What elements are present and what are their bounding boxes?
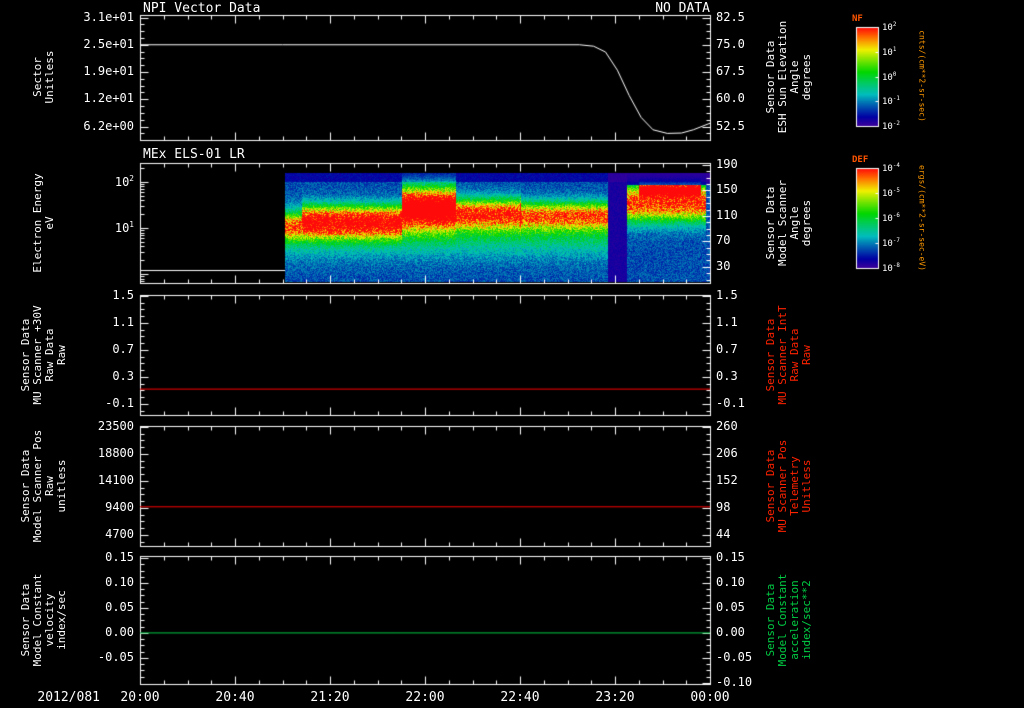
- panel2-title: MEx ELS-01 LR: [143, 147, 245, 162]
- nf-colorbar-title: NF: [852, 14, 863, 24]
- panel1-title: NPI Vector Data: [143, 1, 261, 16]
- panel2-right-axis-label: Sensor Data Model Scanner Angle degrees: [764, 179, 813, 267]
- def-colorbar-title: DEF: [852, 155, 869, 165]
- panel3-left-axis-label: Sensor Data MU Scanner +30V Raw Data Raw: [19, 305, 68, 405]
- def-colorbar-units-label: ergs/(cm**2-sr-sec-eV): [917, 165, 927, 271]
- x-axis-date-label: 2012/081: [37, 690, 100, 705]
- panel1-left-axis-label: Sector Unitless: [31, 50, 56, 104]
- panel5-left-axis-label: Sensor Data Model Constant velocity inde…: [19, 573, 68, 667]
- panel3-right-axis-label: Sensor Data MU Scanner IntT Raw Data Raw: [764, 305, 813, 405]
- panel2-left-axis-label: Electron Energy eV: [31, 173, 56, 273]
- panel1-right-axis-label: Sensor Data ESH Sun Elevation Angle degr…: [764, 20, 813, 134]
- panel5-right-axis-label: Sensor Data Model Constant acceleration …: [764, 573, 813, 667]
- panel4-right-axis-label: Sensor Data MU Scanner Pos Telemetry Uni…: [764, 439, 813, 533]
- no-data-label: NO DATA: [655, 1, 710, 16]
- panel4-left-axis-label: Sensor Data Model Scanner Pos Raw unitle…: [19, 429, 68, 543]
- nf-colorbar-units-label: cnts/(cm**2-sr-sec): [917, 30, 927, 122]
